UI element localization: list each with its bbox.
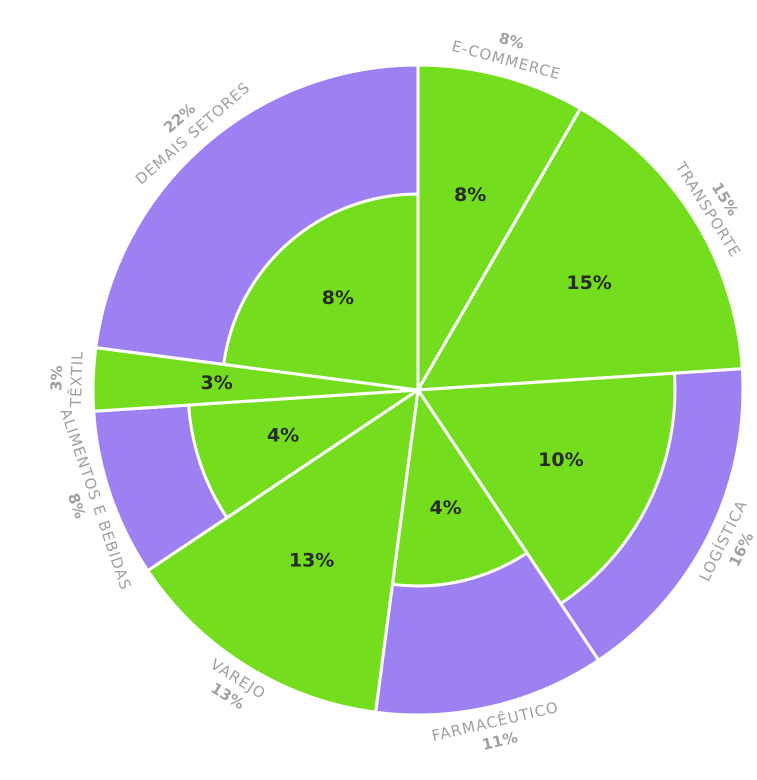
inner-label: 15% [566,272,611,294]
category-label: TÊXTIL [66,350,87,408]
inner-label: 13% [289,550,334,572]
inner-wedge [390,385,529,588]
inner-wedge [416,63,583,396]
inner-wedge [415,371,677,606]
inner-wedge [415,106,744,392]
inner-label: 4% [267,424,299,446]
percent-label: 3% [47,365,66,391]
inner-label: 8% [454,184,486,206]
inner-label: 10% [538,449,583,471]
inner-wedge [145,386,420,714]
percent-label: 8% [497,29,526,53]
inner-label: 4% [429,497,461,519]
inner-label: 3% [200,372,232,394]
inner-label: 8% [322,287,354,309]
inner-wedge [222,192,420,392]
inner-wedge [187,388,424,520]
